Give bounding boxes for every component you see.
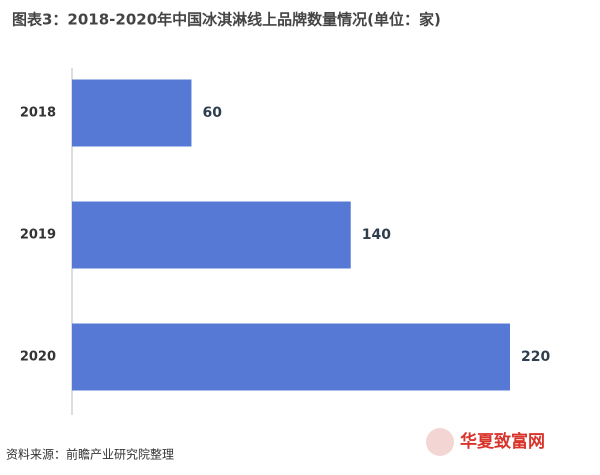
logo-icon	[426, 428, 454, 456]
data-label: 140	[362, 227, 391, 243]
source-note: 资料来源：前瞻产业研究院整理	[6, 447, 174, 462]
y-tick-label: 2020	[20, 350, 56, 365]
y-tick-label: 2019	[20, 228, 56, 243]
bar	[72, 201, 351, 269]
y-tick-label: 2018	[20, 106, 56, 121]
data-label: 60	[202, 105, 222, 121]
logo-text: 华夏致富网	[460, 431, 545, 452]
bar	[72, 79, 192, 147]
bar	[72, 323, 510, 391]
data-label: 220	[521, 349, 550, 365]
chart-title: 图表3：2018-2020年中国冰淇淋线上品牌数量情况(单位：家)	[12, 11, 441, 29]
